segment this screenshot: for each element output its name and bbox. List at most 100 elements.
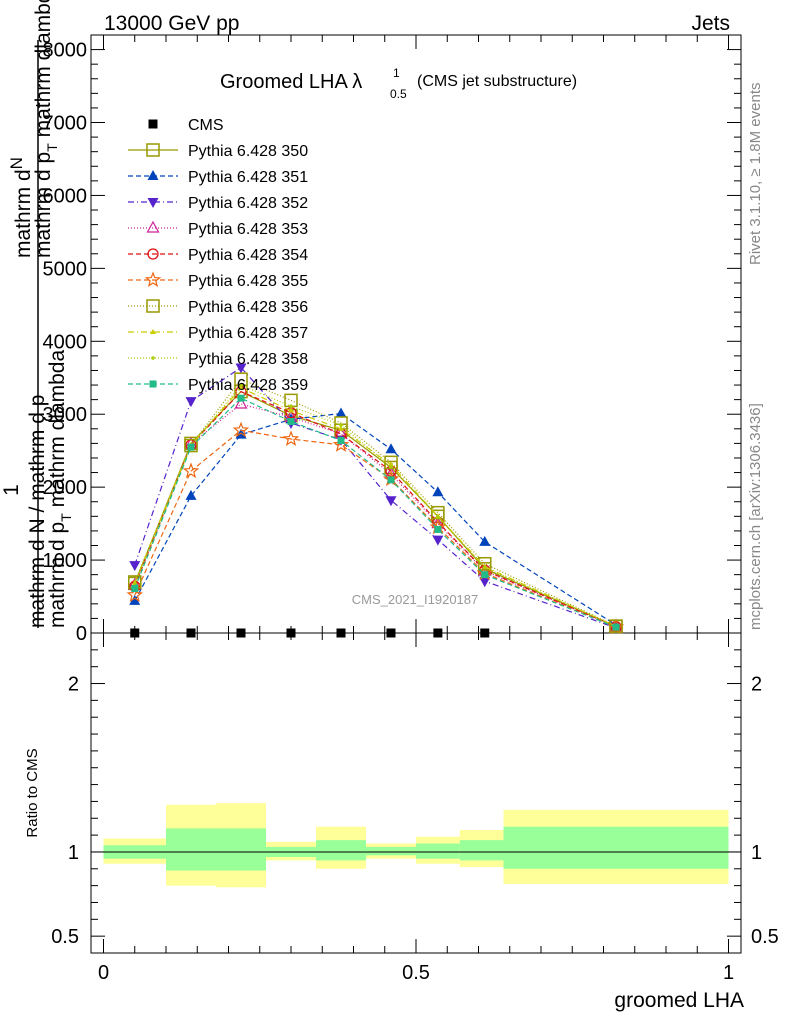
legend-marker bbox=[146, 220, 160, 233]
cms-data-point bbox=[433, 628, 443, 638]
series-point bbox=[482, 565, 487, 570]
legend-marker bbox=[147, 248, 159, 260]
series-point bbox=[389, 464, 393, 469]
ylabel-denominator-2: mathrm d pT mathrm dlambda bbox=[46, 350, 74, 628]
series-point bbox=[612, 623, 620, 631]
series-point bbox=[126, 586, 143, 603]
series-line bbox=[134, 429, 617, 628]
legend-label: CMS bbox=[188, 117, 224, 134]
series-point bbox=[337, 436, 345, 444]
series-point bbox=[388, 461, 394, 467]
main-y-tick-label: 6000 bbox=[43, 185, 88, 207]
ylabel-den-T: T bbox=[44, 143, 60, 152]
ylabel-den-full2: mathrm d p bbox=[46, 522, 69, 628]
ylabel-denominator: mathrm d N / mathrm d p bbox=[26, 395, 49, 628]
ratio-band-inner bbox=[366, 846, 416, 856]
series-point bbox=[129, 561, 141, 572]
analysis-watermark: CMS_2021_I1920187 bbox=[352, 592, 479, 607]
cms-data-point bbox=[386, 628, 396, 638]
ratio-band-inner bbox=[416, 843, 460, 859]
title-sub: 0.5 bbox=[390, 87, 407, 101]
ylabel-num-text: mathrm d bbox=[12, 169, 35, 258]
ratio-band-inner bbox=[216, 828, 266, 871]
legend-entry: Pythia 6.428 354 bbox=[128, 247, 308, 264]
x-axis-label: groomed LHA bbox=[614, 989, 744, 1012]
series-point bbox=[234, 396, 248, 409]
main-y-tick-label: 1000 bbox=[43, 550, 88, 572]
series-line bbox=[134, 387, 617, 627]
ylabel-den-tail: mathrm dlambda bbox=[46, 350, 69, 514]
series-point bbox=[288, 407, 294, 413]
series-point bbox=[232, 421, 250, 438]
ylabel-one: 1 bbox=[0, 484, 23, 496]
ratio-y-tick-label: 1 bbox=[68, 842, 79, 864]
ylabel-num-N: N bbox=[7, 157, 26, 169]
series-point bbox=[185, 397, 197, 408]
legend-label: Pythia 6.428 355 bbox=[188, 273, 308, 290]
series-point bbox=[436, 515, 440, 519]
ratio-band-inner bbox=[316, 840, 366, 861]
main-y-tick-label: 0 bbox=[76, 623, 87, 645]
series-point bbox=[479, 577, 491, 588]
legend-entry: Pythia 6.428 355 bbox=[128, 271, 308, 290]
series-point bbox=[237, 394, 245, 402]
ratio-y-tick-label: 2 bbox=[68, 674, 79, 696]
ratio-bands bbox=[103, 803, 729, 888]
series-line bbox=[134, 366, 617, 629]
series-pythia-6-428-359 bbox=[131, 394, 620, 631]
series-point bbox=[332, 436, 350, 452]
series-point bbox=[479, 535, 491, 546]
legend-marker bbox=[146, 299, 160, 313]
x-tick-label: 1 bbox=[723, 962, 734, 984]
ratio-band-inner bbox=[459, 840, 504, 861]
legend-marker bbox=[149, 380, 157, 388]
legend-label: Pythia 6.428 352 bbox=[188, 195, 308, 212]
ylabel-den-rest: mathrm dlambda bbox=[32, 0, 55, 143]
series-point bbox=[185, 489, 197, 500]
legend: CMS Pythia 6.428 350 Pythia 6.428 351 Pythi… bbox=[128, 117, 308, 394]
legend-entry: Pythia 6.428 357 bbox=[128, 325, 308, 342]
series-cms bbox=[130, 628, 490, 638]
series-point bbox=[131, 585, 139, 593]
legend-entry: Pythia 6.428 351 bbox=[128, 169, 308, 186]
ratio-band-inner bbox=[503, 826, 729, 869]
series-point bbox=[478, 556, 492, 571]
ylabel-numerator: mathrm dN bbox=[7, 157, 35, 258]
series-line bbox=[134, 384, 617, 627]
series-point bbox=[187, 443, 195, 451]
ratio-ylabel: Ratio to CMS bbox=[24, 748, 41, 837]
series-point bbox=[387, 476, 395, 484]
legend-label: Pythia 6.428 350 bbox=[188, 143, 308, 160]
main-y-tick-label: 4000 bbox=[43, 331, 88, 353]
ylabel-den-T2: T bbox=[58, 513, 74, 522]
series-point bbox=[434, 525, 442, 533]
main-title: Groomed LHA λ bbox=[220, 71, 362, 93]
main-y-tick-label: 5000 bbox=[43, 258, 88, 280]
ratio-y-tick-label-right: 2 bbox=[751, 674, 762, 696]
ratio-y-tick-label-right: 1 bbox=[751, 842, 762, 864]
series-point bbox=[238, 384, 244, 390]
series-point bbox=[182, 462, 200, 479]
series-point bbox=[432, 535, 444, 546]
title-lambda: λ bbox=[352, 71, 362, 93]
series-point bbox=[338, 425, 344, 431]
legend-label: Pythia 6.428 356 bbox=[188, 299, 308, 316]
legend-marker bbox=[148, 119, 158, 129]
series-line bbox=[134, 378, 617, 627]
series-point bbox=[184, 438, 198, 453]
legend-entry: Pythia 6.428 352 bbox=[128, 195, 308, 212]
legend-entry: Pythia 6.428 358 bbox=[128, 351, 308, 368]
series-point bbox=[239, 383, 243, 387]
rivet-version-label: Rivet 3.1.10, ≥ 1.8M events bbox=[747, 83, 764, 266]
ylabel-den-line1: mathrm d p bbox=[32, 152, 55, 258]
cms-data-point bbox=[286, 628, 296, 638]
legend-label: Pythia 6.428 357 bbox=[188, 325, 308, 342]
cms-data-point bbox=[186, 628, 196, 638]
title-paren: (CMS jet substructure) bbox=[417, 73, 577, 90]
series-point bbox=[335, 407, 347, 418]
title-prefix: Groomed LHA bbox=[220, 71, 352, 93]
x-tick-label: 0 bbox=[98, 962, 109, 984]
legend-marker bbox=[150, 329, 156, 334]
series-point bbox=[481, 571, 489, 579]
series-point bbox=[287, 418, 295, 426]
